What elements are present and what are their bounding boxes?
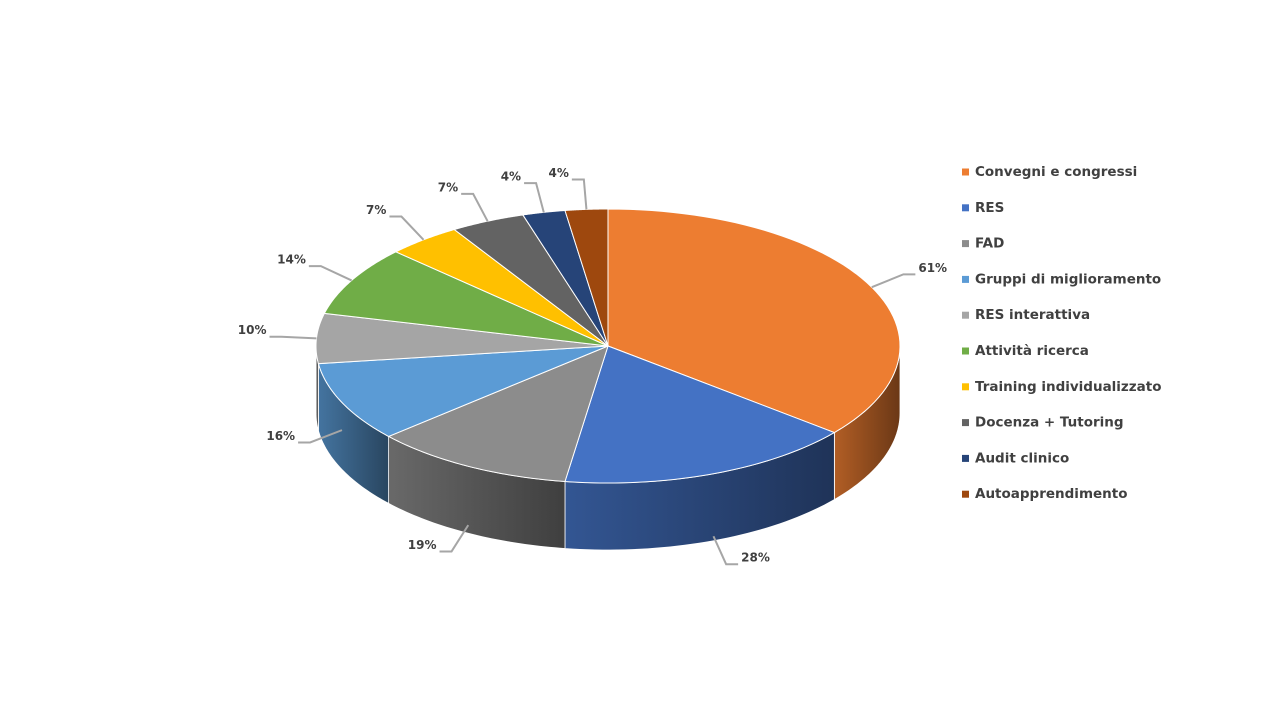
data-label: 4% [501,170,521,184]
slice [394,228,609,347]
data-label: 14% [277,253,306,267]
leader-line [389,215,425,241]
leader-line [712,535,739,566]
data-label: 19% [408,538,437,552]
leader-line [269,335,317,340]
data-label: 28% [741,551,770,565]
legend-swatch [962,383,969,391]
legend-swatch [962,168,969,176]
legend-swatch [962,240,969,248]
data-label: 61% [918,261,947,275]
legend-swatch [962,275,969,283]
legend-swatch [962,490,969,498]
data-label: 10% [238,323,267,337]
leader-line [871,273,916,289]
legend-swatch [962,419,969,427]
legend-label: Attività ricerca [975,343,1089,359]
legend-label: Audit clinico [975,450,1069,466]
slice [315,312,609,365]
legend-swatch [962,311,969,319]
leader-line [308,265,353,282]
legend-swatch [962,454,969,462]
legend-label: RES interattiva [975,307,1090,323]
leader-line [524,182,545,213]
leader-line [571,178,588,210]
legend-label: Convegni e congressi [975,164,1137,180]
legend-label: FAD [975,236,1004,252]
legend-swatch [962,347,969,355]
legend-label: RES [975,200,1004,216]
leader-line [298,429,343,444]
data-label: 4% [548,166,568,180]
legend-label: Training individualizzato [975,379,1161,395]
leader-line [461,192,489,222]
data-label: 16% [266,429,295,443]
legend-label: Autoapprendimento [975,486,1128,502]
legend-swatch [962,204,969,212]
data-label: 7% [366,203,386,217]
slice [564,345,836,484]
legend-label: Docenza + Tutoring [975,415,1124,431]
slice [387,345,609,483]
legend-label: Gruppi di miglioramento [975,271,1161,287]
slice [317,345,609,437]
leader-line [439,524,470,553]
data-label: 7% [438,180,458,194]
